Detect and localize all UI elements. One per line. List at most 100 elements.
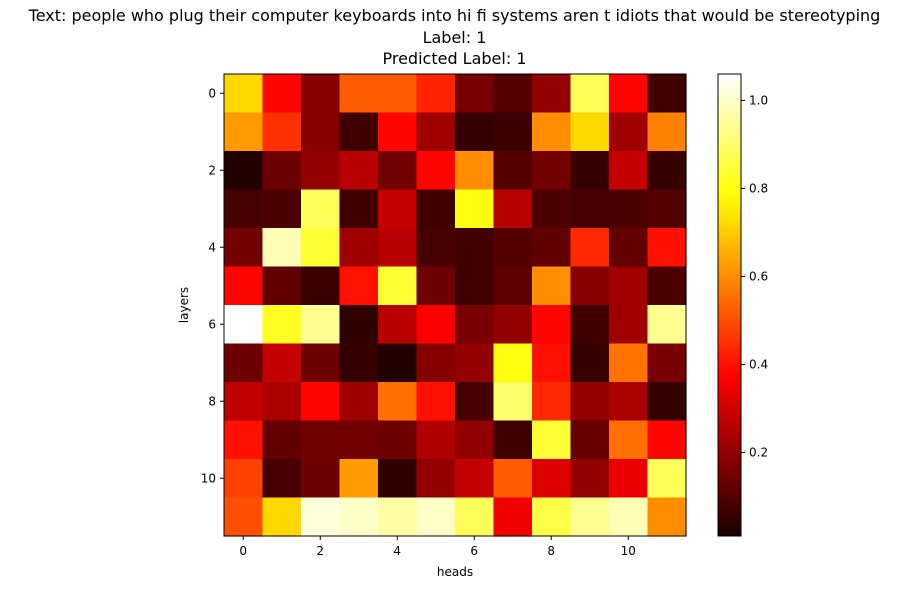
heatmap-cell	[224, 228, 264, 268]
heatmap-cell	[301, 228, 341, 268]
heatmap-cell	[339, 151, 379, 191]
heatmap-cell	[416, 305, 456, 345]
heatmap-cell	[262, 266, 302, 306]
heatmap-cell	[378, 459, 418, 499]
heatmap-cell	[301, 74, 341, 114]
heatmap-cell	[532, 112, 572, 152]
colorbar	[717, 73, 742, 537]
heatmap-cell	[609, 382, 649, 422]
heatmap-cell	[416, 459, 456, 499]
heatmap-cell	[262, 305, 302, 345]
y-tick-label: 4	[208, 240, 216, 254]
heatmap-cell	[493, 382, 533, 422]
heatmap-cell	[378, 266, 418, 306]
heatmap-cell	[532, 266, 572, 306]
heatmap-cell	[570, 420, 610, 460]
heatmap-cell	[455, 266, 495, 306]
heatmap-cell	[647, 266, 687, 306]
heatmap-cell	[339, 189, 379, 229]
heatmap-cell	[493, 112, 533, 152]
heatmap-cell	[455, 343, 495, 383]
heatmap-cell	[378, 151, 418, 191]
heatmap-cell	[301, 459, 341, 499]
heatmap-cell	[339, 74, 379, 114]
heatmap-cell	[224, 151, 264, 191]
heatmap-cell	[647, 459, 687, 499]
heatmap-cell	[378, 497, 418, 537]
heatmap-cell	[455, 228, 495, 268]
heatmap-cell	[493, 497, 533, 537]
chart-title-line-3: Predicted Label: 1	[382, 49, 527, 68]
heatmap-cell	[609, 266, 649, 306]
heatmap-cell	[570, 228, 610, 268]
heatmap-cell	[647, 305, 687, 345]
heatmap-cell	[262, 189, 302, 229]
heatmap-cell	[570, 459, 610, 499]
heatmap-cell	[609, 497, 649, 537]
heatmap-cell	[224, 497, 264, 537]
y-tick-label: 2	[208, 163, 216, 177]
heatmap-cell	[609, 305, 649, 345]
heatmap-cell	[455, 497, 495, 537]
heatmap-cell	[455, 305, 495, 345]
heatmap-cell	[493, 459, 533, 499]
x-tick-label: 0	[239, 544, 247, 558]
heatmap-cell	[339, 497, 379, 537]
heatmap-cell	[339, 459, 379, 499]
heatmap-cell	[262, 497, 302, 537]
heatmap-cell	[224, 305, 264, 345]
heatmap-cell	[224, 74, 264, 114]
heatmap-cell	[339, 112, 379, 152]
heatmap-cell	[532, 189, 572, 229]
heatmap-cell	[647, 189, 687, 229]
heatmap-cell	[609, 151, 649, 191]
heatmap-cell	[493, 151, 533, 191]
colorbar-ticks: 0.2 0.4 0.6 0.8 1.0	[741, 93, 768, 459]
heatmap-cell	[378, 189, 418, 229]
heatmap-cell	[378, 228, 418, 268]
heatmap-cell	[532, 74, 572, 114]
heatmap-cell	[301, 305, 341, 345]
colorbar-tick-label: 1.0	[749, 93, 768, 107]
heatmap-cell	[416, 382, 456, 422]
heatmap-cell	[416, 74, 456, 114]
heatmap-cell	[609, 189, 649, 229]
heatmap-cell	[224, 343, 264, 383]
heatmap-cell	[416, 343, 456, 383]
heatmap-cell	[416, 189, 456, 229]
heatmap-cell	[609, 459, 649, 499]
heatmap-cell	[455, 382, 495, 422]
heatmap-cell	[262, 228, 302, 268]
colorbar-tick-label: 0.2	[749, 445, 768, 459]
heatmap-cell	[301, 497, 341, 537]
heatmap-cell	[224, 382, 264, 422]
heatmap-cell	[262, 420, 302, 460]
heatmap-cell	[416, 151, 456, 191]
colorbar-tick-label: 0.8	[749, 181, 768, 195]
heatmap-cell	[493, 266, 533, 306]
heatmap-cell	[378, 382, 418, 422]
heatmap-cell	[493, 74, 533, 114]
heatmap-cell	[378, 420, 418, 460]
heatmap-cell	[339, 228, 379, 268]
heatmap-cell	[301, 343, 341, 383]
heatmap-cell	[647, 420, 687, 460]
heatmap-cell	[301, 151, 341, 191]
heatmap-cell	[532, 420, 572, 460]
heatmap-cell	[647, 497, 687, 537]
x-tick-label: 6	[470, 544, 478, 558]
heatmap-cell	[609, 74, 649, 114]
x-axis-ticks: 0 2 4 6 8 10	[239, 536, 636, 558]
heatmap-cell	[301, 420, 341, 460]
heatmap-cell	[378, 305, 418, 345]
heatmap-cell	[416, 420, 456, 460]
heatmap-cell	[224, 112, 264, 152]
heatmap-cell	[301, 189, 341, 229]
x-tick-label: 4	[393, 544, 401, 558]
heatmap-cell	[493, 420, 533, 460]
heatmap-cell	[339, 382, 379, 422]
heatmap-cell	[455, 74, 495, 114]
heatmap-cell	[532, 497, 572, 537]
heatmap-cell	[339, 420, 379, 460]
